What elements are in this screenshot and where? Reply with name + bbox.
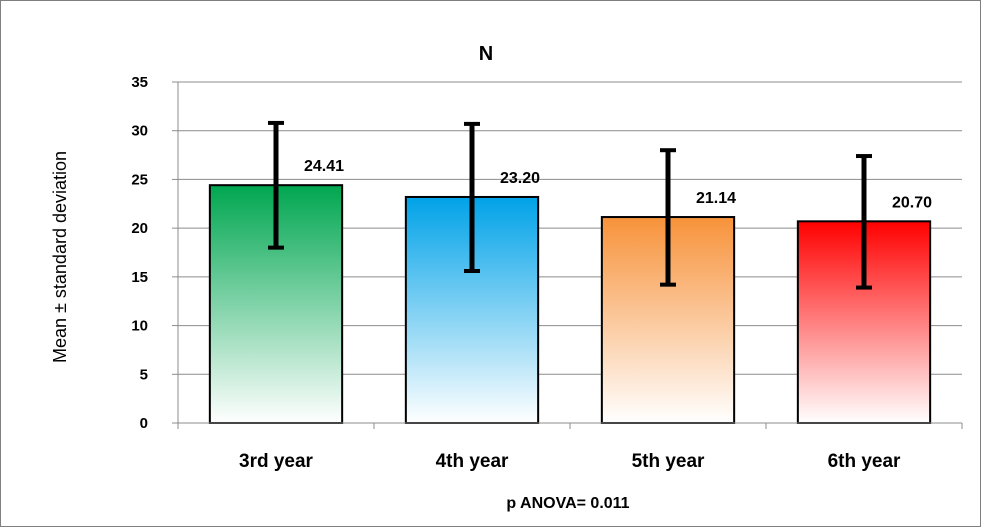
x-axis-title: p ANOVA= 0.011 [506,495,629,512]
y-tick-label: 20 [131,220,148,237]
y-tick-label: 25 [131,171,148,188]
y-tick-label: 5 [140,366,148,383]
x-tick-label: 3rd year [239,451,314,472]
y-tick-label: 30 [131,123,148,140]
y-tick-label: 15 [131,269,148,286]
chart-title: N [479,43,493,65]
x-tick-label: 4th year [436,451,509,472]
data-label: 20.70 [892,194,932,211]
y-tick-label: 35 [131,74,148,91]
x-tick-label: 6th year [828,451,901,472]
y-axis-title: Mean ± standard deviation [50,151,70,363]
x-tick-label: 5th year [632,451,705,472]
y-tick-label: 0 [140,415,148,432]
y-tick-label: 10 [131,318,148,335]
data-label: 23.20 [500,170,540,187]
data-label: 24.41 [304,158,344,175]
data-label: 21.14 [696,190,736,207]
